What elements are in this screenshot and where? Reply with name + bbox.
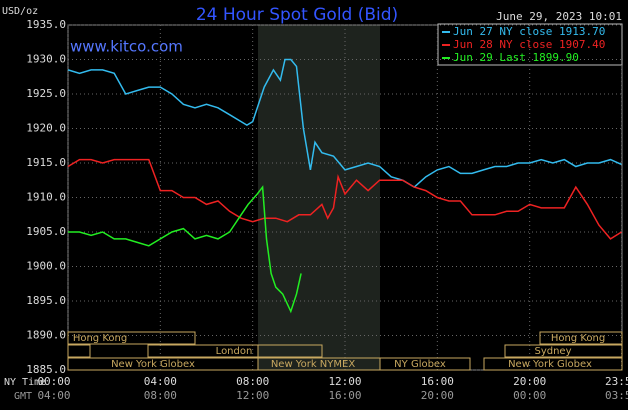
session-label: New York Globex [111,359,195,370]
gmt-tick-label: 12:00 [236,389,269,402]
y-tick-label: 1890.0 [26,329,66,342]
gmt-tick-label: 04:00 [37,389,70,402]
chart-title: 24 Hour Spot Gold (Bid) [196,5,398,25]
session-label: Hong Kong [551,333,605,344]
watermark: www.kitco.com [70,38,183,56]
legend-box [437,23,623,66]
y-tick-label: 1935.0 [26,18,66,31]
timestamp: June 29, 2023 10:01 [496,10,622,23]
y-tick-label: 1930.0 [26,53,66,66]
session-label: New York NYMEX [271,359,356,370]
session-box [67,331,196,345]
gmt-tick-label: 03:59 [605,389,628,402]
session-box [483,357,623,371]
y-tick-label: 1915.0 [26,156,66,169]
x-row-label: GMT [14,391,32,402]
y-tick-label: 1895.0 [26,294,66,307]
series-line [68,185,302,314]
x-tick-label: 00:00 [37,375,70,388]
gmt-tick-label: 20:00 [421,389,454,402]
y-tick-label: 1925.0 [26,87,66,100]
legend-label: Jun 27 NY close 1913.70 [453,25,605,38]
session-label: New York Globex [508,359,592,370]
session-label: NY Globex [394,359,446,370]
gmt-tick-label: 08:00 [144,389,177,402]
session-label: Hong Kong [73,333,127,344]
gmt-tick-label: 00:00 [513,389,546,402]
y-tick-label: 1920.0 [26,122,66,135]
x-tick-label: 16:00 [421,375,454,388]
session-box [67,344,91,358]
y-tick-label: 1905.0 [26,225,66,238]
session-label: Sydney [534,346,571,357]
session-box [539,331,623,345]
x-row-label: NY Time [4,377,46,388]
session-label: London [216,346,253,357]
y-tick-label: 1900.0 [26,260,66,273]
x-tick-label: 08:00 [236,375,269,388]
y-axis-label: USD/oz [2,6,38,17]
x-tick-label: 04:00 [144,375,177,388]
x-tick-label: 12:00 [328,375,361,388]
legend-label: Jun 29 Last 1899.90 [453,51,579,64]
legend-label: Jun 28 NY close 1907.40 [453,38,605,51]
market-shade [258,25,380,370]
x-tick-label: 20:00 [513,375,546,388]
y-tick-label: 1910.0 [26,191,66,204]
y-tick-label: 1885.0 [26,363,66,376]
session-box [379,357,471,371]
gmt-tick-label: 16:00 [328,389,361,402]
x-tick-label: 23:59 [605,375,628,388]
session-box [504,344,623,358]
series-line [67,158,622,240]
series-line [67,58,622,189]
session-box [147,344,323,358]
